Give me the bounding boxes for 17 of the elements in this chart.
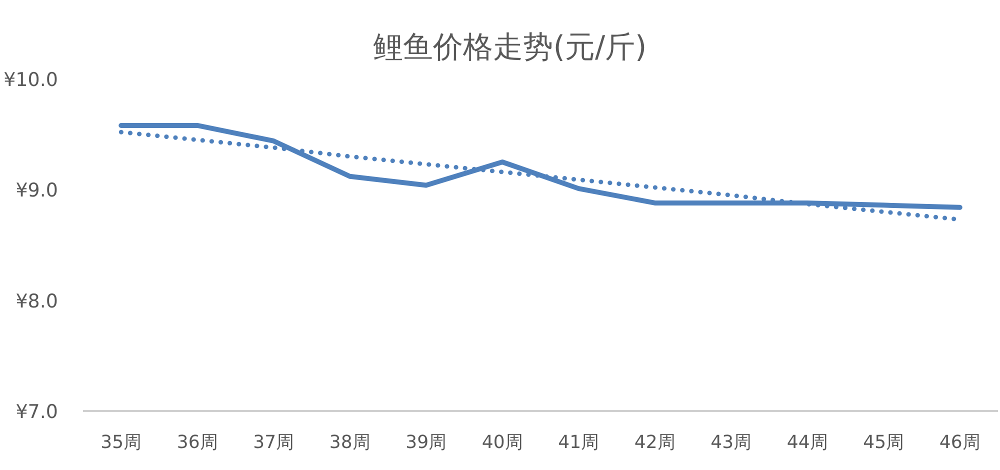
x-tick-label: 37周 <box>253 432 294 453</box>
x-tick-label: 43周 <box>710 432 752 453</box>
x-tick-label: 42周 <box>634 432 676 453</box>
x-tick-label: 41周 <box>558 432 600 453</box>
y-tick-label: ¥10.0 <box>4 69 58 91</box>
x-tick-label: 44周 <box>786 432 828 453</box>
y-tick-label: ¥9.0 <box>16 180 58 202</box>
x-tick-label: 40周 <box>482 432 523 453</box>
x-tick-label: 46周 <box>939 432 980 453</box>
y-tick-label: ¥8.0 <box>16 290 58 312</box>
x-tick-label: 38周 <box>329 432 370 453</box>
chart-title: 鲤鱼价格走势(元/斤) <box>373 30 647 65</box>
x-tick-label: 35周 <box>100 432 142 453</box>
x-tick-label: 45周 <box>863 432 904 453</box>
x-tick-label: 36周 <box>176 432 218 453</box>
y-tick-label: ¥7.0 <box>16 401 58 423</box>
x-tick-label: 39周 <box>406 432 447 453</box>
